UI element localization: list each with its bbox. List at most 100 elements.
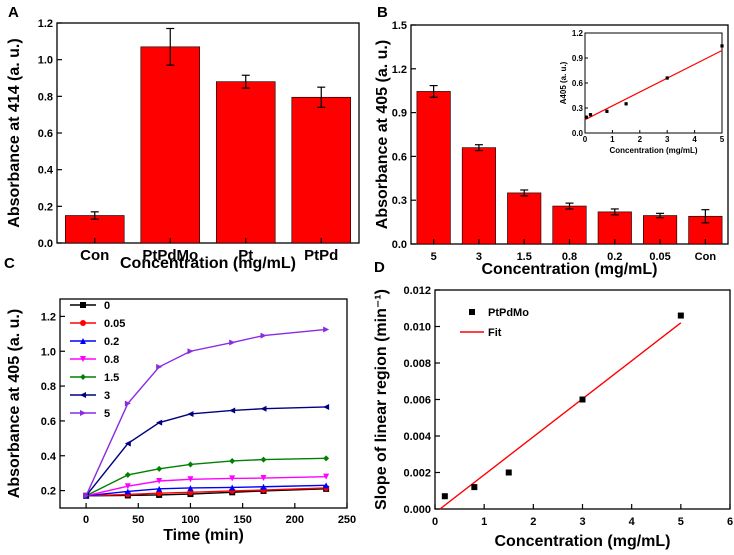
inset-xtick-label: 0 (583, 135, 588, 144)
panel-d-ytick-label: 0.012 (403, 285, 431, 297)
panel-c-frame (59, 298, 348, 509)
panel-d-ytick-label: 0.008 (403, 358, 431, 370)
panel-b-xtick-label: Con (695, 251, 717, 263)
panel-c-legend-label: 3 (104, 390, 110, 402)
panel-a-xtick-label: Con (80, 247, 109, 264)
panel-c-legend-label: 0.05 (104, 318, 125, 330)
panel-c-xtick-label: 200 (286, 514, 304, 526)
panel-d-xlabel: Concentration (mg/mL) (495, 533, 671, 550)
panel-c-point (83, 492, 90, 499)
panel-a-ytick-label: 0.6 (38, 128, 53, 140)
panel-c-series-line (85, 406, 327, 497)
panel-a-xtick-label: PtPd (304, 247, 338, 264)
panel-b-xtick-label: 3 (476, 251, 482, 263)
panel-c-point (156, 465, 163, 472)
panel-c-ytick-label: 1.2 (41, 311, 56, 323)
inset-point (720, 44, 724, 48)
panel-c-point (187, 461, 194, 468)
panel-c-legend-label: 0.8 (104, 354, 119, 366)
panel-c-point (229, 475, 236, 482)
panel-b-xtick-label: 1.5 (517, 251, 532, 263)
panel-c-point (156, 485, 163, 492)
inset-point (624, 102, 628, 106)
panel-c-point (323, 482, 330, 489)
panel-d-ylabel: Slope of linear region (min⁻¹) (373, 289, 390, 510)
panel-c-xtick-label: 50 (132, 514, 144, 526)
panel-d-point (505, 469, 512, 476)
panel-d-xtick-label: 2 (530, 516, 536, 528)
panel-c-point (323, 326, 330, 333)
panel-c-legend-marker (80, 374, 86, 380)
panel-c-point (323, 403, 330, 410)
panel-d-point (441, 493, 448, 500)
inset-xtick-label: 5 (720, 135, 725, 144)
panel-d-xtick-label: 3 (579, 516, 585, 528)
panel-c-point (124, 483, 131, 490)
panel-b-bar (507, 192, 542, 245)
panel-c-legend-label: 1.5 (104, 372, 119, 384)
panel-c-ytick-label: 0.6 (41, 416, 56, 428)
panel-c-ytick-label: 0.4 (41, 451, 57, 463)
inset-ytick-label: 0.6 (572, 79, 584, 88)
panel-c-legend-marker (80, 302, 86, 308)
panel-c-legend-marker (80, 356, 86, 362)
panel-a-ytick-label: 0.4 (38, 165, 54, 177)
panel-d-ytick-label: 0.000 (403, 504, 431, 516)
panel-c-legend-marker (80, 410, 86, 416)
panel-b-ytick-label: 0.3 (392, 195, 407, 207)
panel-c-xtick-label: 150 (233, 514, 251, 526)
inset-fit-line (584, 49, 723, 121)
panel-d-ytick-label: 0.010 (403, 322, 431, 334)
panel-c-legend-label: 5 (104, 408, 110, 420)
panel-d-ytick-label: 0.004 (403, 431, 431, 443)
panel-c-point (124, 440, 131, 447)
panel-d-fit-line (439, 322, 682, 510)
panel-a-xtick-label: PtPdMo (142, 247, 198, 264)
inset-ytick-label: 0.3 (572, 104, 584, 113)
panel-c-point (260, 475, 267, 482)
panel-letter-b: B (377, 4, 388, 21)
panel-c-point (124, 471, 131, 478)
panel-d-xtick-label: 6 (727, 516, 733, 528)
panel-c-point (124, 400, 131, 407)
panel-c-point (229, 339, 236, 346)
panel-c-point (187, 476, 194, 483)
panel-c-legend-label: 0.2 (104, 336, 119, 348)
panel-letter-a: A (8, 4, 19, 21)
panel-b-ytick-label: 0.0 (392, 239, 407, 251)
panel-a-ylabel: Absorbance at 414 (a. u.) (6, 38, 23, 227)
panel-c-point (156, 419, 163, 426)
inset-xtick-label: 2 (638, 135, 643, 144)
panel-c-point (156, 478, 163, 485)
panel-d-xtick-label: 1 (481, 516, 487, 528)
panel-a-bar (216, 81, 276, 244)
panel-a-bar (140, 46, 200, 244)
panel-c-point (260, 456, 267, 463)
panel-c-point (323, 473, 330, 480)
panel-d-point (677, 312, 684, 319)
inset-xlabel: Concentration (mg/mL) (610, 146, 698, 155)
inset-point (665, 76, 669, 80)
panel-c-legend-marker (80, 338, 86, 344)
panel-b-xtick-label: 5 (431, 251, 437, 263)
inset-point (588, 113, 593, 117)
panel-a-ytick-label: 0.8 (38, 91, 53, 103)
panel-c-point (156, 363, 163, 370)
panel-c-point (260, 332, 267, 339)
panel-c-point (260, 483, 267, 490)
panel-b-xlabel: Concentration (mg/mL) (482, 261, 658, 278)
panel-c-xlabel: Time (min) (163, 527, 244, 544)
panel-d-point (579, 396, 586, 403)
panel-c-xtick-label: 250 (338, 514, 356, 526)
panel-c-ytick-label: 1.0 (41, 346, 56, 358)
panel-c-legend-marker (80, 392, 86, 398)
panel-b-ytick-label: 1.2 (392, 64, 407, 76)
inset-xtick-label: 4 (692, 135, 697, 144)
panel-c-point (187, 348, 194, 355)
panel-c-point (260, 405, 267, 412)
panel-b-bar (461, 147, 496, 245)
panel-b-xtick-label: 0.2 (607, 251, 622, 263)
panel-c-ytick-label: 0.8 (41, 381, 56, 393)
panel-d-xtick-label: 4 (629, 516, 636, 528)
